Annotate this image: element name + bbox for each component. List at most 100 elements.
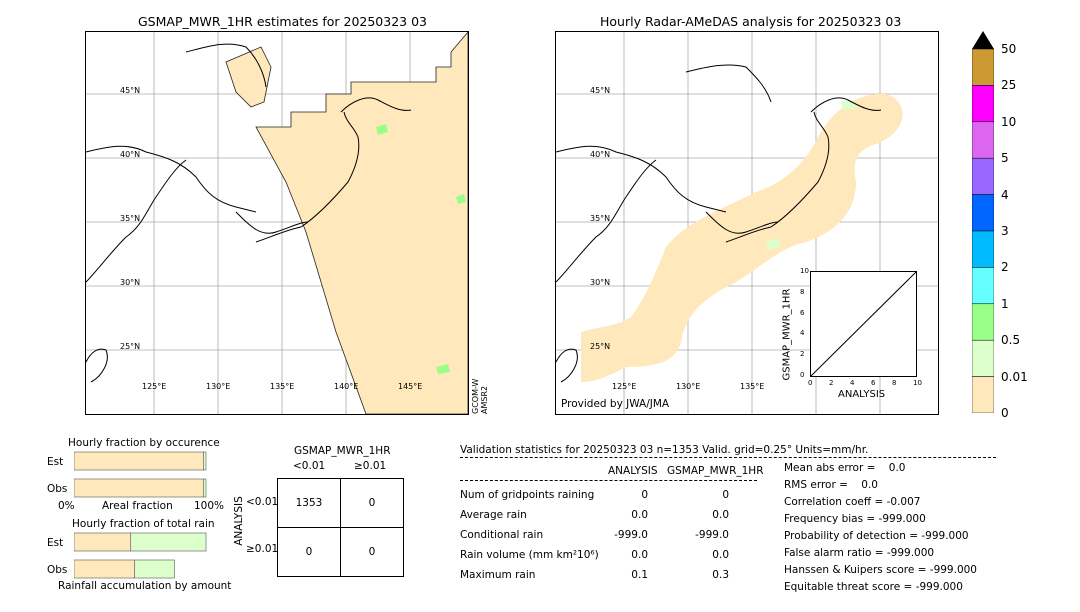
stat-label: Average rain bbox=[460, 509, 527, 521]
contingency-row2: ≥0.01 bbox=[246, 543, 279, 555]
lon-label-125: 125°E bbox=[142, 382, 167, 391]
columns-divider bbox=[460, 480, 757, 481]
right-map: 45°N 40°N 35°N 30°N 25°N 125°E 130°E 135… bbox=[555, 31, 939, 415]
colorbar-label: 3 bbox=[1001, 224, 1009, 238]
stat-a: 0.0 bbox=[631, 509, 648, 521]
total-est-label: Est bbox=[47, 537, 64, 549]
contingency-side-label: ANALYSIS bbox=[232, 496, 245, 546]
axis-mid-label: Areal fraction bbox=[102, 500, 173, 512]
stat-g: 0.0 bbox=[712, 549, 729, 561]
score-row: RMS error = 0.0 bbox=[784, 479, 878, 491]
lon-label-125-right: 125°E bbox=[612, 382, 637, 391]
contingency-row1: <0.01 bbox=[246, 496, 279, 508]
inset-xtick: 2 bbox=[829, 379, 834, 387]
inset-xtick: 8 bbox=[892, 379, 897, 387]
fraction-bar-est-1 bbox=[203, 451, 207, 471]
cell-00: 1353 bbox=[277, 478, 341, 528]
lon-label-140: 140°E bbox=[334, 382, 359, 391]
colorbar-extend-arrow bbox=[972, 31, 994, 49]
colorbar-segment bbox=[971, 121, 995, 159]
diagonal-line bbox=[811, 272, 916, 376]
occurrence-chart bbox=[74, 451, 207, 498]
cell-11: 0 bbox=[340, 527, 404, 577]
inset-ytick: 4 bbox=[800, 329, 805, 338]
cell-01: 0 bbox=[340, 478, 404, 528]
contingency-col2: ≥0.01 bbox=[354, 460, 387, 472]
colorbar-label: 0.5 bbox=[1001, 333, 1021, 348]
score-row: Equitable threat score = -999.000 bbox=[784, 581, 963, 593]
colorbar-label: 5 bbox=[1001, 151, 1009, 166]
validation-header: Validation statistics for 20250323 03 n=… bbox=[460, 444, 869, 456]
stat-a: 0.0 bbox=[631, 549, 648, 561]
inset-xtick: 6 bbox=[871, 379, 876, 387]
total-obs-label: Obs bbox=[47, 564, 68, 576]
lat-label-25: 25°N bbox=[120, 342, 141, 351]
inset-xtick: 0 bbox=[808, 379, 813, 387]
lat-label-35: 35°N bbox=[120, 214, 141, 223]
stat-g: 0 bbox=[722, 489, 729, 501]
col-analysis: ANALYSIS bbox=[608, 465, 658, 477]
inset-ytick: 0 bbox=[800, 371, 805, 379]
satellite-label-1: GCOM-W bbox=[471, 378, 480, 414]
score-row: False alarm ratio = -999.000 bbox=[784, 547, 935, 559]
right-map-title: Hourly Radar-AMeDAS analysis for 2025032… bbox=[600, 14, 902, 29]
inset-xtick: 10 bbox=[913, 379, 922, 387]
score-row: Frequency bias = -999.000 bbox=[784, 513, 926, 525]
stat-a: 0 bbox=[641, 489, 648, 501]
provided-by-label: Provided by JWA/JMA bbox=[561, 398, 670, 410]
colorbar-segment bbox=[971, 303, 995, 341]
colorbar-label: 25 bbox=[1001, 78, 1017, 93]
fraction-bar-est-1 bbox=[130, 532, 207, 552]
col-gsmap: GSMAP_MWR_1HR bbox=[667, 465, 764, 477]
lat-label-30-right: 30°N bbox=[590, 278, 611, 287]
left-map-title: GSMAP_MWR_1HR estimates for 20250323 03 bbox=[138, 14, 427, 29]
stat-g: 0.0 bbox=[712, 509, 729, 521]
colorbar-label: 50 bbox=[1001, 42, 1017, 56]
total-title: Hourly fraction of total rain bbox=[72, 518, 215, 530]
occurrence-title: Hourly fraction by occurence bbox=[68, 437, 220, 449]
colorbar-label: 1 bbox=[1001, 296, 1009, 311]
score-row: Hanssen & Kuipers score = -999.000 bbox=[784, 564, 977, 576]
lat-label-25-right: 25°N bbox=[590, 342, 611, 351]
left-map: 45°N 40°N 35°N 30°N 25°N 125°E 130°E 135… bbox=[85, 31, 469, 415]
stat-g: -999.0 bbox=[695, 529, 729, 541]
total-chart bbox=[74, 532, 207, 579]
inset-ytick: 10 bbox=[800, 267, 809, 275]
colorbar-segment bbox=[971, 157, 995, 195]
stat-label: Conditional rain bbox=[460, 529, 544, 541]
contingency-table: 1353 0 0 0 bbox=[277, 478, 404, 577]
colorbar-label: 2 bbox=[1001, 260, 1009, 275]
contingency-title: GSMAP_MWR_1HR bbox=[294, 445, 391, 457]
stat-g: 0.3 bbox=[712, 569, 729, 581]
colorbar-segment bbox=[971, 376, 995, 414]
satellite-label-2: AMSR2 bbox=[480, 385, 489, 414]
fraction-bar-obs-0 bbox=[74, 478, 204, 498]
colorbar-label: 0.01 bbox=[1001, 369, 1028, 384]
stat-label: Maximum rain bbox=[460, 569, 536, 581]
colorbar bbox=[971, 31, 995, 414]
colorbar-label: 0 bbox=[1001, 406, 1009, 420]
satellite-label: GCOM-W AMSR2 bbox=[471, 379, 489, 414]
stat-label: Num of gridpoints raining bbox=[460, 489, 595, 501]
colorbar-label: 10 bbox=[1001, 114, 1017, 129]
lon-label-145: 145°E bbox=[398, 382, 423, 391]
score-row: Correlation coeff = -0.007 bbox=[784, 496, 921, 508]
lat-label-30: 30°N bbox=[120, 278, 141, 287]
colorbar-label: 4 bbox=[1001, 187, 1009, 202]
lon-label-135: 135°E bbox=[270, 382, 295, 391]
inset-xlabel: ANALYSIS bbox=[838, 389, 886, 400]
scatter-inset bbox=[810, 271, 917, 377]
inset-ylabel: GSMAP_MWR_1HR bbox=[782, 289, 793, 381]
inset-ytick: 8 bbox=[800, 287, 805, 296]
score-row: Mean abs error = 0.0 bbox=[784, 462, 906, 474]
validation-divider bbox=[460, 457, 996, 458]
occurrence-est-label: Est bbox=[47, 456, 64, 468]
contingency-col1: <0.01 bbox=[293, 460, 326, 472]
occurrence-obs-label: Obs bbox=[47, 483, 68, 495]
cell-10: 0 bbox=[277, 527, 341, 577]
fraction-bar-obs-1 bbox=[134, 559, 175, 579]
colorbar-segment bbox=[971, 230, 995, 268]
fraction-bar-obs-0 bbox=[74, 559, 136, 579]
fraction-bar-est-0 bbox=[74, 532, 132, 552]
colorbar-segment bbox=[971, 339, 995, 377]
